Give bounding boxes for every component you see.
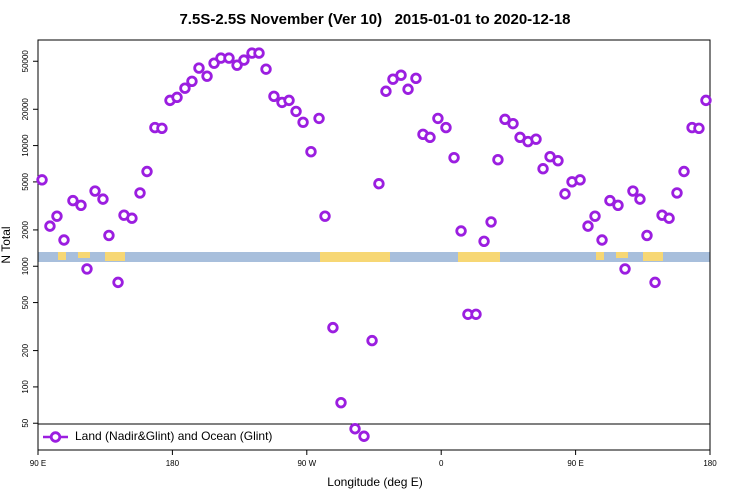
point xyxy=(223,52,235,64)
point xyxy=(75,199,87,211)
point xyxy=(335,396,347,409)
point xyxy=(112,276,124,289)
point xyxy=(582,220,594,232)
point xyxy=(619,263,631,275)
point xyxy=(380,85,392,97)
x-tick-label: 180 xyxy=(703,459,717,468)
point xyxy=(89,185,101,197)
x-tick-label: 90 E xyxy=(30,459,46,468)
point xyxy=(432,112,444,125)
point xyxy=(410,72,422,85)
point xyxy=(36,174,48,186)
point xyxy=(51,210,63,222)
point xyxy=(537,163,549,175)
point xyxy=(559,188,571,200)
point xyxy=(634,193,646,205)
point xyxy=(290,105,302,118)
point xyxy=(530,133,542,145)
point xyxy=(268,90,280,103)
point xyxy=(44,220,56,232)
y-tick-label: 50000 xyxy=(21,50,30,73)
land-ocean-strip xyxy=(38,252,710,262)
x-tick-label: 90 W xyxy=(297,459,316,468)
x-tick-label: 90 E xyxy=(567,459,583,468)
point xyxy=(402,83,414,95)
point xyxy=(327,321,339,334)
point xyxy=(700,94,712,107)
y-tick-label: 50 xyxy=(21,418,30,427)
y-tick-label: 20000 xyxy=(21,98,30,121)
point xyxy=(283,94,295,107)
point xyxy=(81,263,93,275)
point xyxy=(186,75,198,88)
point xyxy=(507,117,519,130)
y-axis-label: N Total xyxy=(0,226,13,263)
point xyxy=(627,185,639,197)
point xyxy=(305,145,317,158)
point xyxy=(492,153,504,166)
point xyxy=(349,423,361,435)
y-tick-label: 500 xyxy=(21,295,30,309)
plot-frame xyxy=(37,39,711,451)
point xyxy=(470,308,482,320)
point xyxy=(499,113,511,126)
point xyxy=(319,210,331,222)
point xyxy=(171,91,183,104)
point xyxy=(424,131,436,144)
point xyxy=(67,194,79,207)
point xyxy=(58,234,70,246)
point xyxy=(395,69,407,81)
point xyxy=(574,174,586,186)
point xyxy=(253,47,265,59)
point xyxy=(358,430,370,442)
point xyxy=(693,122,705,135)
point xyxy=(97,193,109,205)
point xyxy=(663,212,675,224)
y-tick-label: 5000 xyxy=(21,172,30,190)
point xyxy=(678,165,690,178)
point xyxy=(440,121,452,134)
point xyxy=(589,210,601,222)
x-tick-label: 0 xyxy=(439,459,444,468)
point xyxy=(313,112,325,125)
point xyxy=(671,187,683,199)
legend-label: Land (Nadir&Glint) and Ocean (Glint) xyxy=(75,429,272,443)
point xyxy=(156,122,168,135)
point xyxy=(448,151,460,164)
point xyxy=(297,116,309,128)
point xyxy=(103,229,115,242)
point xyxy=(596,234,608,246)
point xyxy=(193,62,205,74)
point xyxy=(141,165,153,178)
point xyxy=(478,235,490,247)
point xyxy=(485,216,497,228)
y-tick-label: 1000 xyxy=(21,257,30,275)
point xyxy=(373,178,385,190)
point xyxy=(552,154,564,167)
point xyxy=(126,212,138,224)
legend-marker xyxy=(49,431,62,443)
y-tick-label: 100 xyxy=(21,380,30,394)
point xyxy=(641,229,653,242)
y-tick-label: 200 xyxy=(21,343,30,357)
x-tick-label: 180 xyxy=(166,459,180,468)
x-axis-label: Longitude (deg E) xyxy=(327,475,422,489)
y-tick-label: 2000 xyxy=(21,220,30,238)
point xyxy=(179,82,191,94)
y-tick-label: 10000 xyxy=(21,134,30,157)
chart-title: 7.5S-2.5S November (Ver 10) 2015-01-01 t… xyxy=(179,11,570,28)
point xyxy=(612,199,624,211)
point xyxy=(455,225,467,237)
point xyxy=(604,194,616,207)
point xyxy=(366,334,378,347)
point xyxy=(649,276,661,289)
point xyxy=(134,187,146,199)
point xyxy=(201,70,213,82)
point xyxy=(260,63,272,75)
point xyxy=(238,54,250,66)
